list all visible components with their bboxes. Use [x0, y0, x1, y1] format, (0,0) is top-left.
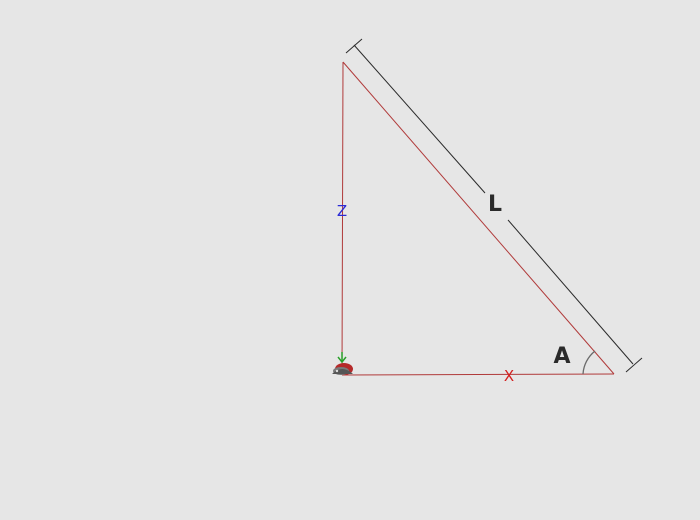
dimension-line-lower [507, 219, 634, 365]
length-label: L [488, 192, 502, 217]
dimension-tick-bottom [625, 357, 643, 373]
vertical-side-z [341, 61, 344, 376]
horizontal-side-x [341, 373, 615, 376]
x-axis-label: X [504, 367, 514, 385]
dimension-tick-top [345, 38, 363, 54]
z-axis-label: Z [337, 202, 347, 220]
hypotenuse [342, 61, 615, 375]
length-dimension [345, 38, 643, 373]
angle-arc [582, 350, 596, 375]
angle-label: A [553, 344, 570, 369]
dimension-line-upper [353, 44, 486, 194]
origin-marker-icon [332, 352, 353, 375]
